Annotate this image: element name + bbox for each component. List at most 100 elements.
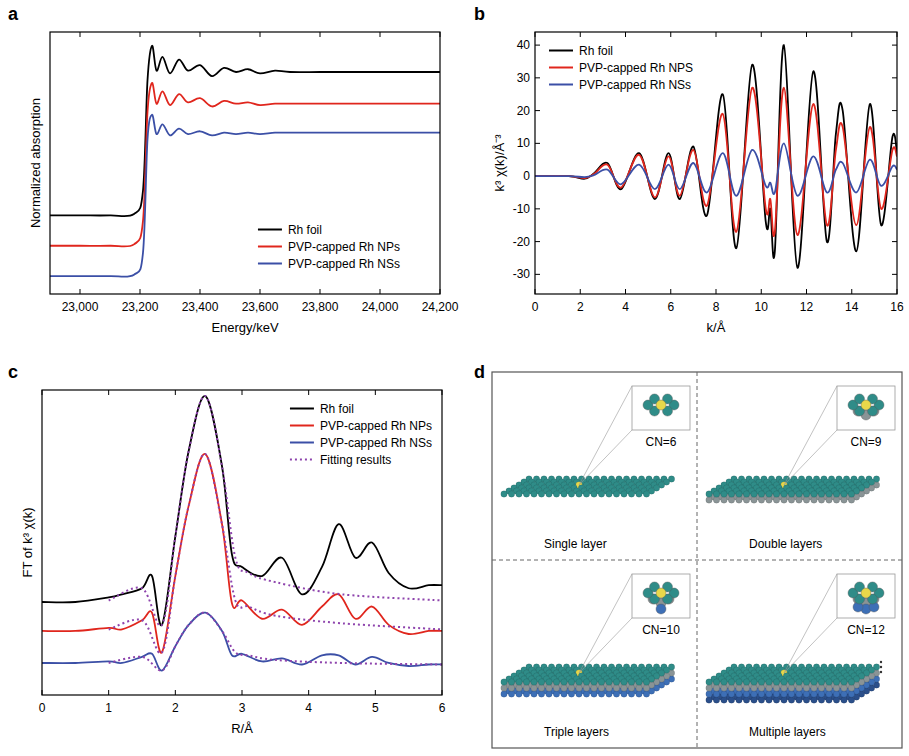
- atom: [833, 697, 839, 703]
- atom: [841, 497, 847, 503]
- x-tick-top: [108, 390, 109, 395]
- atom: [523, 679, 529, 685]
- y-tick: [535, 143, 540, 144]
- atom: [706, 679, 712, 685]
- figure: a23,00023,20023,40023,60023,80024,00024,…: [0, 0, 909, 756]
- atom: [743, 685, 749, 691]
- atom: [583, 685, 589, 691]
- atom: [583, 691, 589, 697]
- x-tick: [308, 690, 309, 695]
- x-tick-label: 6: [667, 300, 674, 314]
- x-tick-top: [806, 32, 807, 37]
- x-tick: [761, 289, 762, 294]
- x-tick-label: 1: [105, 701, 112, 715]
- legend-label: PVP-capped Rh NPs: [288, 240, 400, 254]
- atom: [773, 491, 779, 497]
- atom: [848, 691, 854, 697]
- atom: [713, 491, 719, 497]
- legend: Rh foilPVP-capped Rh NPsPVP-capped Rh NS…: [258, 223, 400, 271]
- atom: [796, 691, 802, 697]
- x-tick-label: 23,400: [182, 300, 219, 314]
- atom: [531, 691, 537, 697]
- atom: [713, 497, 719, 503]
- atom: [841, 697, 847, 703]
- y-tick-right: [892, 241, 897, 242]
- atom: [773, 697, 779, 703]
- panel-2: c0123456R/ÅFT of k³ χ(k)Rh foilPVP-cappe…: [8, 362, 446, 736]
- atom: [538, 491, 544, 497]
- x-tick-top: [380, 32, 381, 37]
- atom: [598, 679, 604, 685]
- x-tick-label: 4: [622, 300, 629, 314]
- x-tick-label: 23,000: [62, 300, 99, 314]
- y-tick-label: -20: [513, 235, 531, 249]
- series-line: [535, 88, 897, 236]
- atom: [803, 691, 809, 697]
- panel-d: dCN=6Single layerCN=9Double layersCN=10T…: [474, 362, 902, 748]
- legend-label: PVP-capped Rh NSs: [320, 436, 432, 450]
- atom: [803, 685, 809, 691]
- inset: [837, 574, 895, 618]
- x-tick-label: 16: [890, 300, 904, 314]
- atom: [721, 491, 727, 497]
- atom: [796, 685, 802, 691]
- atom: [758, 679, 764, 685]
- panel-letter: b: [474, 4, 485, 24]
- atom: [613, 491, 619, 497]
- x-tick-label: 6: [439, 701, 446, 715]
- atom: [576, 691, 582, 697]
- atom: [706, 491, 712, 497]
- series-group: [42, 396, 442, 671]
- atom: [713, 685, 719, 691]
- y-tick: [535, 110, 540, 111]
- y-tick-right: [892, 208, 897, 209]
- atom: [706, 685, 712, 691]
- atom: [728, 697, 734, 703]
- x-tick: [375, 690, 376, 695]
- legend: Rh foilPVP-capped Rh NPSPVP-capped Rh NS…: [549, 44, 693, 92]
- atom: [606, 491, 612, 497]
- atom: [568, 691, 574, 697]
- y-tick-right: [892, 45, 897, 46]
- atom: [743, 691, 749, 697]
- y-tick-label: -10: [513, 202, 531, 216]
- atom: [848, 491, 854, 497]
- legend-label: PVP-capped Rh NSs: [288, 257, 400, 271]
- atom: [788, 685, 794, 691]
- legend-label: Rh foil: [579, 44, 613, 58]
- atom: [508, 691, 514, 697]
- panel-letter: d: [474, 362, 485, 382]
- atom: [501, 691, 507, 697]
- atom: [848, 685, 854, 691]
- atom: [643, 691, 649, 697]
- cn-label: CN=6: [645, 435, 676, 449]
- series-line: [42, 396, 442, 625]
- x-tick-top: [260, 32, 261, 37]
- cn-label: CN=10: [642, 623, 680, 637]
- atom: [743, 679, 749, 685]
- atom: [766, 679, 772, 685]
- y-tick-label: 40: [517, 38, 531, 52]
- x-tick-label: 8: [713, 300, 720, 314]
- x-tick-label: 24,200: [422, 300, 459, 314]
- panel-0: a23,00023,20023,40023,60023,80024,00024,…: [8, 4, 459, 335]
- atom: [713, 697, 719, 703]
- atom: [591, 491, 597, 497]
- atom: [501, 491, 507, 497]
- atom: [613, 679, 619, 685]
- atom: [561, 679, 567, 685]
- atom: [508, 491, 514, 497]
- ellipsis-dot: [880, 666, 882, 668]
- y-tick-label: 10: [517, 136, 531, 150]
- atom: [706, 697, 712, 703]
- atom: [553, 491, 559, 497]
- atom: [818, 491, 824, 497]
- x-tick-label: 4: [305, 701, 312, 715]
- atom: [501, 685, 507, 691]
- atom: [643, 679, 649, 685]
- atom: [751, 679, 757, 685]
- legend-swatch: [549, 67, 573, 69]
- atom: [636, 685, 642, 691]
- atom: [818, 497, 824, 503]
- atom: [803, 679, 809, 685]
